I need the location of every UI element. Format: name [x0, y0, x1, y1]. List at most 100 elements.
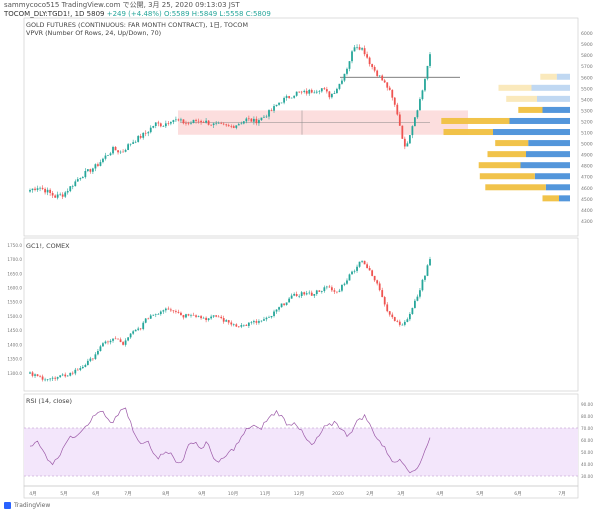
rsi-tick-label: 60.00	[581, 438, 593, 443]
main-candle	[356, 47, 358, 48]
gc-candle	[205, 317, 208, 321]
gc-tick-label: 1700.0	[7, 257, 22, 262]
vp-up-bar	[509, 117, 570, 124]
gc-candle	[185, 314, 187, 318]
main-candle	[416, 110, 419, 118]
main-candle	[341, 80, 343, 84]
main-candle	[39, 187, 41, 189]
gc-candle	[107, 341, 109, 343]
y-tick-label: 5900	[581, 42, 593, 48]
gc-candle	[242, 324, 245, 326]
gc-candle	[97, 350, 99, 355]
vp-down-bar	[441, 117, 510, 124]
main-candle	[59, 194, 62, 196]
main-candle	[84, 171, 87, 178]
main-candle	[338, 83, 341, 89]
gc-candle	[169, 309, 172, 311]
gc-candle	[104, 341, 107, 344]
main-candle	[270, 110, 273, 111]
gc-candle	[215, 315, 218, 317]
gc-candle	[265, 317, 268, 320]
main-candle	[124, 149, 127, 152]
gc-candle	[338, 290, 341, 292]
vp-down-bar	[487, 151, 526, 158]
main-candle	[202, 122, 205, 123]
main-candle	[167, 123, 170, 124]
y-tick-label: 4900	[581, 153, 593, 159]
gc-tick-label: 1500.0	[7, 314, 22, 319]
footer-brand: TradingView	[14, 502, 51, 509]
x-tick-label: 4月	[29, 491, 37, 497]
vp-down-bar	[518, 106, 543, 113]
gc-candle	[421, 279, 424, 291]
main-candle	[185, 123, 187, 124]
main-candle	[36, 188, 39, 190]
main-candle	[358, 47, 361, 50]
main-candle	[154, 122, 157, 127]
gc-candle	[64, 374, 67, 377]
x-tick-label: 7月	[558, 491, 566, 497]
x-tick-label: 9月	[198, 491, 206, 497]
main-candle	[361, 48, 363, 50]
gc-candle	[348, 274, 351, 281]
gc-candle	[288, 298, 291, 303]
y-tick-label: 5800	[581, 53, 593, 59]
y-tick-label: 5100	[581, 131, 593, 137]
gc-candle	[245, 324, 248, 326]
vp-down-bar	[485, 184, 546, 191]
vpvr-title: VPVR (Number Of Rows, 24, Up/Down, 70)	[26, 29, 162, 37]
gc-candle	[109, 340, 112, 343]
main-candle	[429, 54, 431, 66]
gc-candle	[333, 290, 336, 292]
main-candle	[222, 123, 225, 125]
main-candle	[378, 75, 381, 77]
main-candle	[343, 73, 346, 81]
main-candle	[157, 122, 160, 124]
vp-down-bar	[498, 84, 532, 91]
main-candle	[318, 91, 321, 92]
gc-candle	[298, 295, 301, 297]
gc-candle	[270, 315, 273, 318]
gc-candle	[278, 307, 280, 310]
gc-candle	[353, 270, 356, 272]
y-tick-label: 4500	[581, 197, 593, 203]
main-candle	[328, 91, 331, 98]
gc-candle	[351, 271, 353, 275]
main-candle	[260, 117, 263, 121]
main-candle	[192, 119, 195, 123]
main-candle	[180, 119, 182, 121]
main-candle	[129, 143, 132, 145]
main-candle	[386, 82, 389, 88]
main-candle	[175, 119, 177, 121]
y-tick-label: 4300	[581, 219, 593, 225]
gc-candle	[134, 329, 137, 332]
gc-candle	[343, 283, 346, 285]
main-pane-title: GOLD FUTURES (CONTINUOUS: FAR MONTH CONT…	[26, 21, 248, 29]
gc-candle	[197, 316, 200, 317]
main-candle	[393, 97, 396, 105]
gc-tick-label: 1650.0	[7, 271, 22, 276]
main-candle	[313, 92, 316, 94]
main-candle	[242, 121, 245, 124]
pane-border	[23, 17, 579, 237]
publish-info: sammycoco515 TradingView.com で公開, 3月 25,…	[4, 1, 240, 9]
main-candle	[419, 99, 421, 111]
gc-candle	[51, 377, 54, 379]
gc-candle	[79, 368, 82, 370]
rsi-tick-label: 30.00	[581, 474, 593, 479]
main-candle	[275, 104, 278, 107]
gc-candle	[237, 326, 240, 328]
main-candle	[81, 177, 84, 179]
gc-candle	[210, 316, 213, 319]
rsi-tick-label: 50.00	[581, 450, 593, 455]
main-candle	[104, 155, 107, 159]
gc-candle	[195, 315, 197, 317]
main-candle	[376, 70, 379, 76]
main-candle	[305, 90, 308, 94]
main-candle	[353, 47, 356, 52]
vp-down-bar	[478, 162, 521, 169]
main-candle	[97, 164, 99, 166]
main-candle	[388, 87, 391, 90]
gc-tick-label: 1750.0	[7, 243, 22, 248]
main-candle	[408, 135, 411, 144]
